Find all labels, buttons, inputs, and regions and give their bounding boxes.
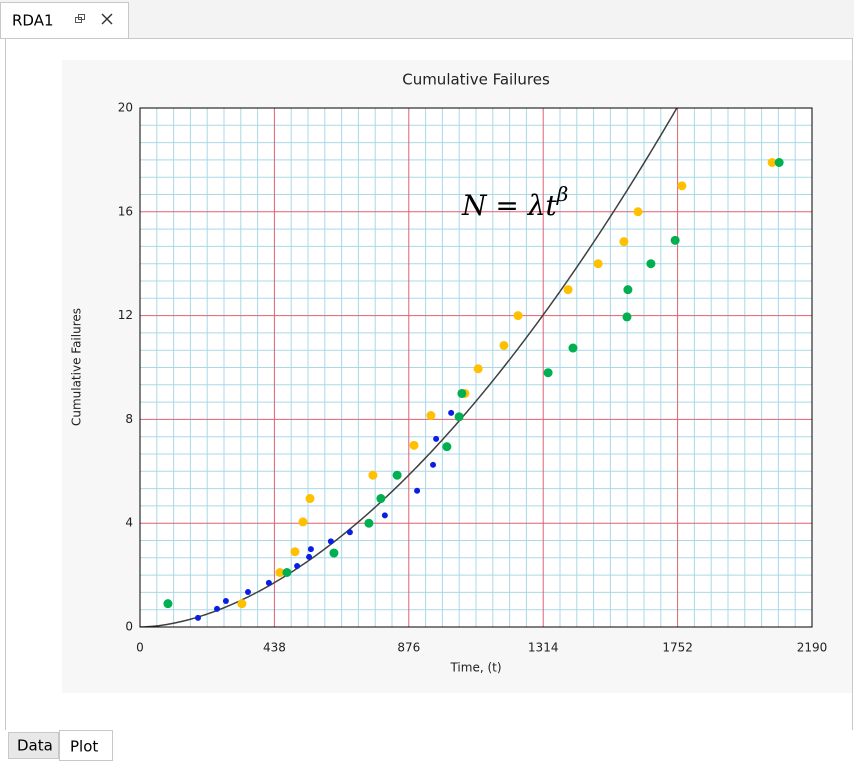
bottom-tab-bar — [0, 730, 854, 763]
x-tick-label: 1314 — [528, 641, 559, 655]
data-point — [290, 547, 300, 557]
data-point — [622, 312, 632, 322]
data-point — [294, 563, 301, 570]
y-tick-label: 4 — [125, 516, 133, 530]
chart-title: Cumulative Failures — [402, 71, 550, 89]
data-point — [346, 529, 353, 536]
data-point — [245, 588, 252, 595]
data-point — [513, 311, 523, 321]
data-point — [670, 235, 680, 245]
data-point — [222, 598, 229, 605]
data-point — [298, 517, 308, 527]
x-tick-label: 876 — [397, 641, 420, 655]
x-tick-label: 1752 — [662, 641, 693, 655]
y-tick-label: 12 — [118, 308, 133, 322]
plot-tab[interactable] — [59, 730, 113, 761]
equation: N = λtβ — [461, 182, 568, 222]
data-point — [457, 388, 467, 398]
data-point — [305, 494, 315, 504]
y-tick-label: 0 — [125, 620, 133, 634]
x-tick-label: 2190 — [797, 641, 828, 655]
data-point — [327, 538, 334, 545]
data-point — [381, 512, 388, 519]
data-point — [282, 568, 292, 578]
data-point — [646, 259, 656, 269]
data-point — [619, 237, 629, 247]
x-axis-label: Time, (t) — [449, 661, 501, 675]
data-point — [364, 518, 374, 528]
data-point — [448, 409, 455, 416]
data-tab[interactable] — [8, 732, 59, 759]
data-point — [442, 442, 452, 452]
y-tick-label: 8 — [125, 412, 133, 426]
tab-title: RDA1 — [12, 12, 54, 30]
data-point — [563, 285, 573, 295]
data-point — [454, 412, 464, 422]
plot-border — [139, 107, 813, 628]
data-point — [329, 548, 339, 558]
data-point — [237, 599, 247, 609]
y-axis-label: Cumulative Failures — [70, 308, 84, 426]
x-tick-label: 0 — [136, 641, 144, 655]
data-point — [433, 435, 440, 442]
close-icon[interactable] — [101, 13, 113, 25]
data-point — [568, 343, 578, 353]
data-point — [426, 411, 436, 421]
data-point — [376, 494, 386, 504]
y-tick-label: 20 — [118, 101, 133, 115]
data-point — [368, 470, 378, 480]
data-point — [265, 579, 272, 586]
data-point — [677, 181, 687, 191]
tab-bar — [0, 0, 854, 38]
data-point — [306, 553, 313, 560]
data-point — [593, 259, 603, 269]
data-point — [774, 157, 784, 167]
fit-curve — [140, 108, 678, 627]
data-point — [499, 340, 509, 350]
y-tick-label: 16 — [118, 204, 133, 218]
data-point — [392, 470, 402, 480]
restore-icon[interactable] — [75, 14, 85, 23]
data-point — [194, 614, 201, 621]
data-point — [473, 364, 483, 374]
data-point — [409, 440, 419, 450]
plot-tab-label: Plot — [70, 738, 98, 756]
data-point — [430, 461, 437, 468]
x-tick-label: 438 — [263, 641, 286, 655]
data-point — [307, 546, 314, 553]
equation-exponent: β — [556, 182, 569, 206]
equation-base: N = λt — [461, 189, 558, 222]
data-point — [543, 368, 553, 378]
data-point — [214, 605, 221, 612]
data-point — [633, 207, 643, 217]
data-point — [414, 487, 421, 494]
data-point — [623, 285, 633, 295]
data-point — [275, 568, 285, 578]
data-tab-label: Data — [17, 737, 53, 755]
data-point — [163, 599, 173, 609]
data-point — [767, 157, 777, 167]
